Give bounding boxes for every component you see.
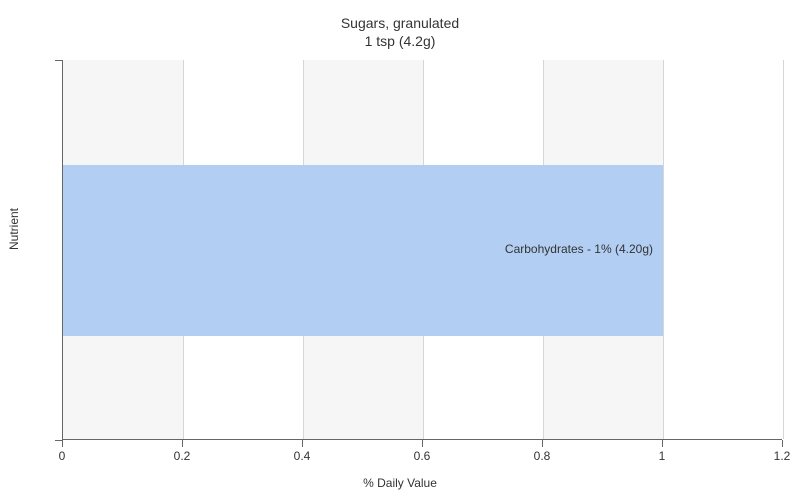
title-line-2: 1 tsp (4.2g) [365,33,436,49]
chart-title: Sugars, granulated 1 tsp (4.2g) [0,14,800,50]
y-axis-tick [55,60,63,61]
x-axis-tick-label: 0.2 [174,449,191,463]
title-line-1: Sugars, granulated [341,15,459,31]
x-axis-tick-label: 0.6 [414,449,431,463]
x-axis-tick [182,440,183,447]
x-axis-label: % Daily Value [0,476,800,490]
bar-label-carbohydrates: Carbohydrates - 1% (4.20g) [505,242,653,256]
x-axis-tick-label: 1.2 [774,449,791,463]
x-axis-tick-label: 0.8 [534,449,551,463]
x-axis-tick [62,440,63,447]
x-axis-tick-label: 0 [59,449,66,463]
plot-area: Carbohydrates - 1% (4.20g) [62,60,782,440]
plot-inner: Carbohydrates - 1% (4.20g) [63,60,782,439]
x-axis-tick [302,440,303,447]
x-axis-tick [662,440,663,447]
grid-band [663,60,783,439]
y-axis-label: Nutrient [7,208,21,250]
x-axis-tick [422,440,423,447]
chart-frame: Sugars, granulated 1 tsp (4.2g) Carbohyd… [0,0,800,500]
grid-line [783,60,784,439]
x-axis-tick-label: 1 [659,449,666,463]
x-axis-tick [782,440,783,447]
x-axis-tick-label: 0.4 [294,449,311,463]
x-axis-ticks: 00.20.40.60.811.2 [62,440,782,441]
grid-line [663,60,664,439]
x-axis-tick [542,440,543,447]
